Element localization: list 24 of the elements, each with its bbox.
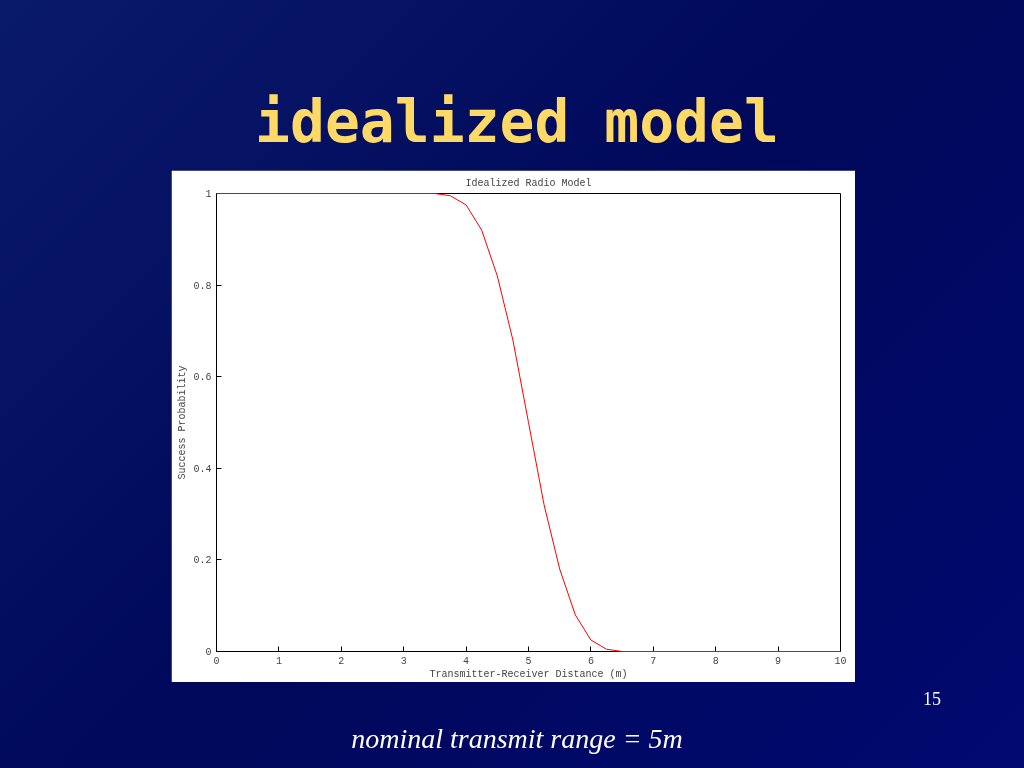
- y-tick-label: 1: [205, 189, 212, 200]
- y-tick-label: 0.4: [193, 463, 212, 475]
- x-tick-label: 10: [834, 655, 847, 667]
- text: nominal transmit range = 5m: [351, 722, 683, 756]
- line-series: [216, 193, 841, 652]
- x-tick-label: 6: [587, 655, 594, 667]
- x-tick-label: 8: [712, 655, 719, 667]
- y-tick-label: 0.6: [193, 372, 212, 384]
- y-axis-title: Success Probability: [177, 365, 189, 480]
- y-tick-label: 0.2: [193, 555, 212, 567]
- text: 15: [923, 688, 941, 711]
- x-tick-label: 2: [338, 655, 345, 667]
- x-tick-label: 7: [650, 655, 657, 667]
- y-tick-label: 0.8: [193, 280, 212, 292]
- y-tick-label: 0: [205, 647, 212, 658]
- x-tick-label: 1: [275, 655, 282, 667]
- chart-title: idealized model: [255, 87, 779, 157]
- x-tick-label: 0: [213, 655, 220, 667]
- x-tick-label: 3: [400, 655, 407, 667]
- x-tick-label: 4: [463, 655, 470, 667]
- chart-subtitle: Idealized Radio Model: [465, 177, 592, 189]
- x-axis-title: Transmitter-Receiver Distance (m): [429, 668, 628, 680]
- x-tick-label: 5: [525, 655, 532, 667]
- x-tick-label: 9: [775, 655, 782, 667]
